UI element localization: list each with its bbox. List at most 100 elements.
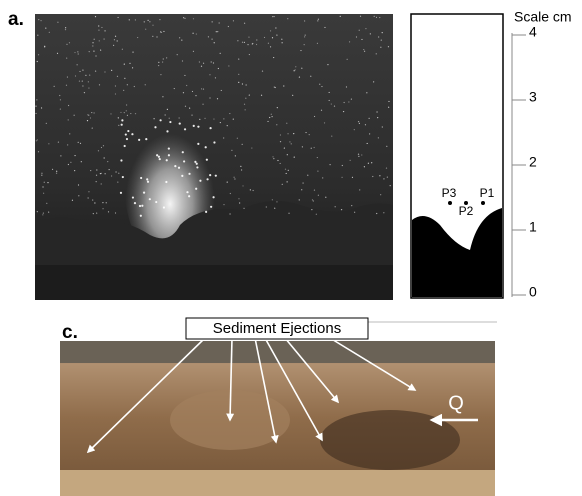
speckle bbox=[299, 199, 300, 200]
speckle bbox=[78, 195, 79, 196]
speckle bbox=[228, 26, 229, 27]
speckle bbox=[72, 200, 73, 201]
speckle bbox=[98, 25, 99, 26]
speckle bbox=[376, 53, 377, 54]
speckle bbox=[191, 115, 192, 116]
speckle bbox=[317, 157, 318, 158]
speckle bbox=[381, 40, 382, 41]
speckle bbox=[115, 212, 116, 213]
speckle bbox=[82, 69, 83, 70]
scale-title: Scale cm bbox=[514, 9, 572, 25]
speckle bbox=[197, 143, 199, 145]
speckle bbox=[286, 173, 287, 174]
speckle bbox=[124, 78, 125, 79]
speckle bbox=[376, 213, 377, 214]
speckle bbox=[288, 213, 289, 214]
speckle bbox=[201, 88, 202, 89]
speckle bbox=[169, 121, 171, 123]
speckle bbox=[101, 183, 102, 184]
speckle bbox=[390, 185, 391, 186]
speckle bbox=[78, 184, 79, 185]
speckle bbox=[87, 120, 88, 121]
speckle bbox=[44, 182, 45, 183]
speckle bbox=[57, 53, 58, 54]
speckle bbox=[192, 91, 193, 92]
speckle bbox=[319, 84, 320, 85]
speckle bbox=[268, 43, 269, 44]
speckle bbox=[367, 143, 368, 144]
speckle bbox=[121, 119, 123, 121]
speckle bbox=[68, 119, 69, 120]
speckle bbox=[135, 113, 136, 114]
speckle bbox=[314, 147, 315, 148]
speckle bbox=[196, 33, 197, 34]
speckle bbox=[219, 22, 220, 23]
speckle bbox=[242, 185, 243, 186]
scale-label: 1 bbox=[529, 219, 537, 235]
speckle bbox=[184, 18, 185, 19]
speckle bbox=[129, 19, 130, 20]
speckle bbox=[202, 104, 203, 105]
speckle bbox=[92, 127, 93, 128]
speckle bbox=[329, 100, 330, 101]
speckle bbox=[122, 49, 123, 50]
speckle bbox=[40, 20, 41, 21]
scale-label: 4 bbox=[529, 24, 537, 40]
speckle bbox=[120, 159, 122, 161]
speckle bbox=[361, 154, 362, 155]
speckle bbox=[220, 53, 221, 54]
speckle bbox=[168, 154, 170, 156]
speckle bbox=[247, 44, 248, 45]
speckle bbox=[272, 16, 273, 17]
speckle bbox=[82, 80, 83, 81]
speckle bbox=[139, 205, 141, 207]
speckle bbox=[66, 44, 67, 45]
speckle bbox=[115, 85, 116, 86]
speckle bbox=[211, 39, 212, 40]
speckle bbox=[282, 184, 283, 185]
speckle bbox=[358, 156, 359, 157]
speckle bbox=[368, 163, 369, 164]
speckle bbox=[41, 107, 42, 108]
speckle bbox=[49, 32, 50, 33]
speckle bbox=[374, 16, 375, 17]
speckle bbox=[182, 60, 183, 61]
point bbox=[448, 201, 452, 205]
speckle bbox=[243, 208, 244, 209]
speckle bbox=[56, 173, 57, 174]
speckle bbox=[352, 177, 353, 178]
speckle bbox=[347, 59, 348, 60]
speckle bbox=[82, 85, 83, 86]
speckle bbox=[186, 85, 187, 86]
speckle bbox=[101, 27, 102, 28]
speckle bbox=[287, 18, 288, 19]
speckle bbox=[293, 133, 294, 134]
speckle bbox=[223, 204, 224, 205]
speckle bbox=[60, 108, 61, 109]
speckle bbox=[181, 175, 183, 177]
figure: a. b. P3 P2 P1 Scale cm 43210 c. Q Sedim… bbox=[0, 0, 582, 496]
speckle bbox=[92, 45, 93, 46]
speckle bbox=[223, 137, 224, 138]
speckle bbox=[274, 208, 275, 209]
speckle bbox=[321, 110, 322, 111]
speckle bbox=[341, 177, 342, 178]
speckle bbox=[96, 169, 97, 170]
speckle bbox=[213, 141, 215, 143]
speckle bbox=[37, 35, 38, 36]
speckle bbox=[305, 35, 306, 36]
speckle bbox=[181, 40, 182, 41]
speckle bbox=[120, 192, 122, 194]
speckle bbox=[246, 84, 247, 85]
speckle bbox=[383, 178, 384, 179]
speckle bbox=[37, 211, 38, 212]
speckle bbox=[122, 176, 124, 178]
speckle bbox=[163, 206, 165, 208]
speckle bbox=[244, 104, 245, 105]
speckle bbox=[91, 112, 92, 113]
speckle bbox=[93, 51, 94, 52]
speckle bbox=[113, 45, 114, 46]
speckle bbox=[42, 186, 43, 187]
speckle bbox=[237, 138, 238, 139]
speckle bbox=[132, 196, 134, 198]
